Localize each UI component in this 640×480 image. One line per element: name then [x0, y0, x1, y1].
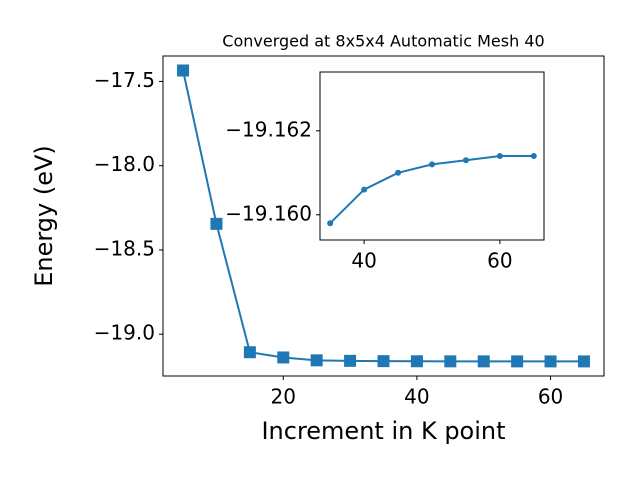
y-axis-label: Energy (eV) [30, 145, 58, 287]
y-tick-label: −19.0 [94, 321, 155, 345]
marker [344, 354, 357, 367]
marker [544, 355, 557, 368]
marker [511, 355, 524, 368]
y-tick-label: −18.0 [94, 152, 155, 176]
x-tick-label: 60 [487, 249, 512, 273]
marker [429, 161, 435, 168]
marker [496, 153, 503, 159]
marker [462, 157, 469, 164]
chart-title: Converged at 8x5x4 Automatic Mesh 40 [222, 32, 544, 51]
y-tick-label: −19.162 [225, 117, 312, 141]
marker [530, 153, 537, 159]
marker [361, 186, 368, 193]
axes-frame [162, 55, 605, 377]
marker [177, 64, 190, 77]
x-tick-label: 20 [271, 385, 296, 409]
marker [277, 351, 290, 364]
x-tick-label: 40 [404, 385, 429, 409]
axes-frame [319, 71, 545, 241]
y-tick-label: −17.5 [94, 68, 155, 92]
y-tick-label: −18.5 [94, 236, 155, 260]
marker [410, 355, 423, 368]
marker [243, 346, 256, 359]
marker [395, 169, 402, 176]
marker [310, 354, 323, 367]
marker [327, 220, 334, 227]
marker [210, 217, 223, 230]
x-tick-label: 60 [538, 385, 563, 409]
marker [477, 355, 490, 368]
y-tick-label: −19.160 [225, 201, 312, 225]
marker [377, 355, 390, 368]
x-tick-label: 40 [351, 249, 376, 273]
marker [577, 355, 590, 368]
x-axis-label: Increment in K point [261, 417, 505, 445]
marker [444, 355, 457, 368]
